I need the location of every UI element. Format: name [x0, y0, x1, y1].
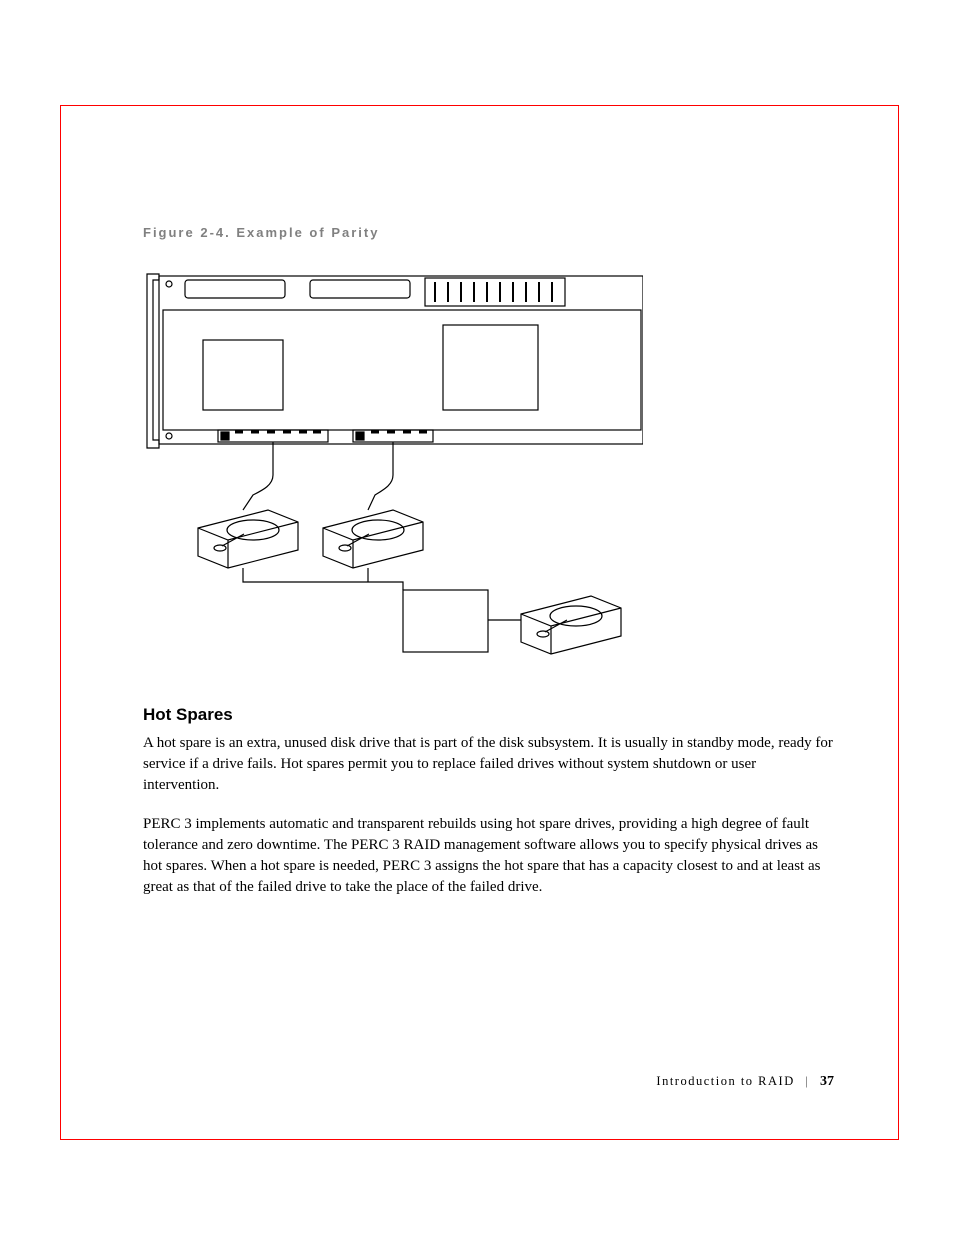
page-content: Figure 2-4. Example of Parity — [143, 225, 834, 916]
section-heading-hot-spares: Hot Spares — [143, 705, 834, 725]
footer-separator: | — [805, 1074, 809, 1088]
figure-caption: Figure 2-4. Example of Parity — [143, 225, 834, 240]
page-footer: Introduction to RAID | 37 — [656, 1074, 834, 1090]
page-number: 37 — [820, 1074, 834, 1089]
paragraph-1: A hot spare is an extra, unused disk dri… — [143, 733, 834, 796]
parity-diagram — [143, 270, 643, 670]
footer-chapter: Introduction to RAID — [656, 1074, 794, 1088]
paragraph-2: PERC 3 implements automatic and transpar… — [143, 814, 834, 898]
